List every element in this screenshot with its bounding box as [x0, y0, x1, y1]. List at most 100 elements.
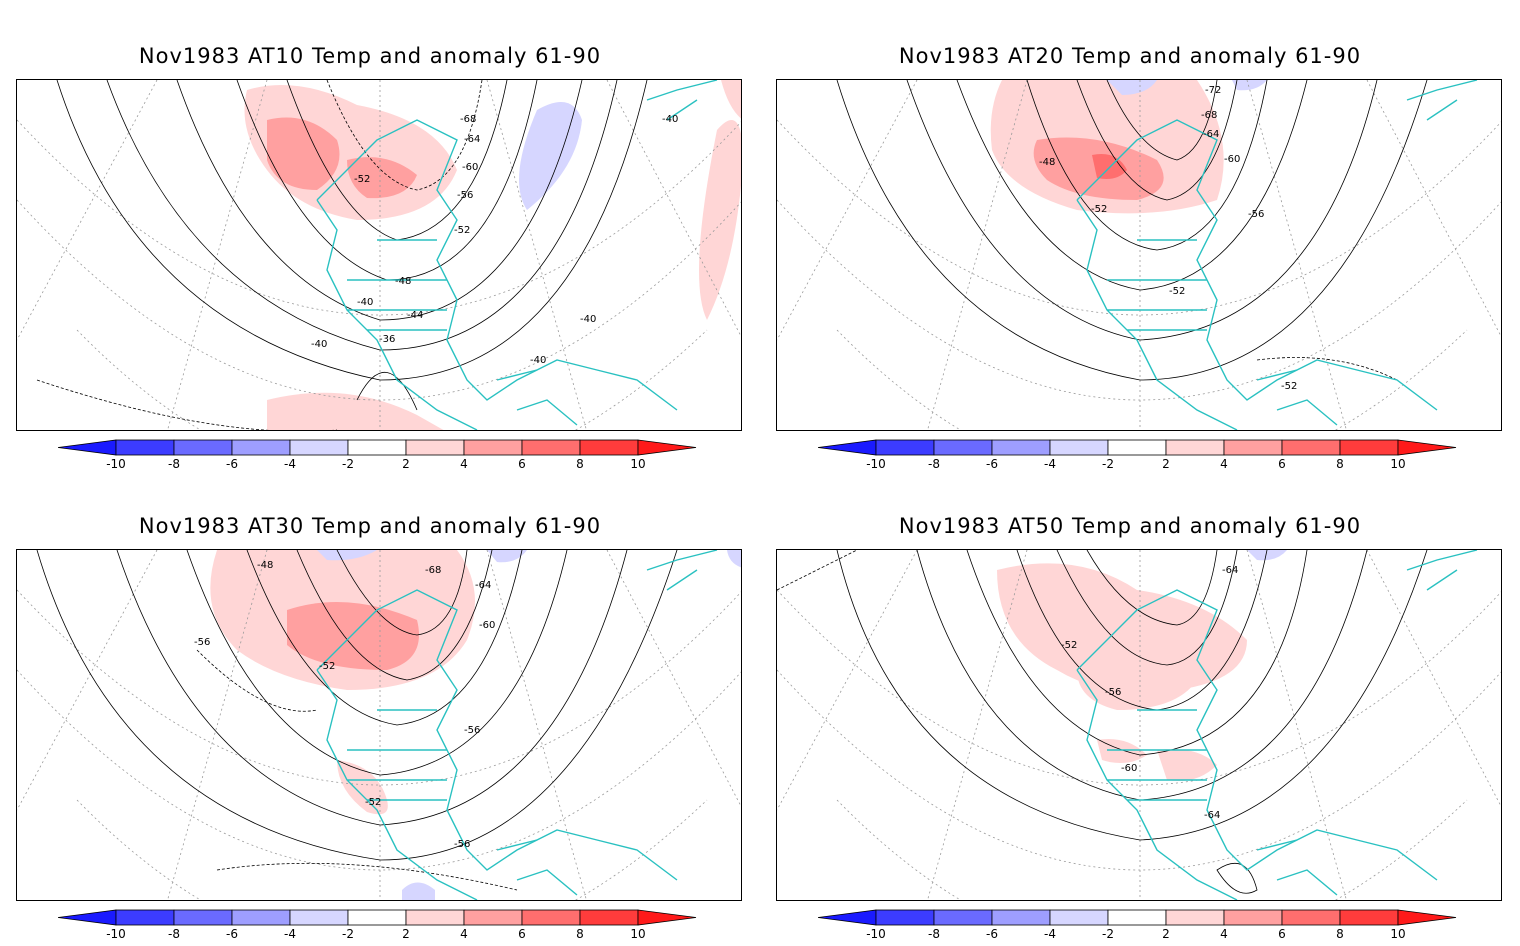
colorbar-segment [933, 439, 993, 456]
anomaly-positive-region [699, 120, 741, 320]
colorbar-segment [463, 909, 523, 926]
colorbar-segment [231, 439, 291, 456]
panel-title: Nov1983 AT50 Temp and anomaly 61-90 [898, 514, 1362, 538]
panel-title: Nov1983 AT10 Temp and anomaly 61-90 [138, 44, 602, 68]
colorbar-tick-label: -2 [1102, 927, 1114, 941]
panel-title: Nov1983 AT30 Temp and anomaly 61-90 [138, 514, 602, 538]
colorbar-segment [933, 909, 993, 926]
coastlines [1076, 550, 1478, 900]
colorbar-segment [1223, 909, 1283, 926]
colorbar-segment [1397, 439, 1457, 456]
colorbar-segment [875, 909, 935, 926]
colorbar-tick-label: 2 [1162, 457, 1170, 471]
contour-label: -64 [1204, 810, 1220, 821]
colorbar-segment [521, 909, 581, 926]
colorbar-segment [173, 909, 233, 926]
anomaly-positive-region [337, 760, 388, 815]
colorbar-segment [579, 439, 639, 456]
map-frame: -64 -52 -56 -60 -64 [776, 549, 1502, 901]
contour-label: -48 [257, 560, 273, 571]
colorbar-segment [405, 909, 465, 926]
colorbar-segment [1339, 909, 1399, 926]
contour-labels: -48 -68 -64 -60 -56 -52 -56 -52 -56 [194, 560, 495, 850]
anomaly-positive-region [347, 157, 417, 199]
colorbar-segment [57, 909, 117, 926]
colorbar-segment [1165, 439, 1225, 456]
panel-at20: Nov1983 AT20 Temp and anomaly 61-90 [760, 0, 1502, 471]
anomaly-negative-region [1247, 550, 1287, 561]
anomaly-negative-region [1232, 80, 1267, 91]
colorbar-tick-label: 10 [1390, 457, 1405, 471]
colorbar-segment [231, 909, 291, 926]
colorbar-tick-label: -8 [928, 927, 940, 941]
colorbar-tick-label: 10 [630, 457, 645, 471]
map-svg: -68 -64 -60 -56 -52 -52 -48 -44 -40 -40 … [17, 80, 741, 430]
colorbar-tick-label: -4 [284, 927, 296, 941]
colorbar-tick-label: -2 [342, 457, 354, 471]
colorbar-tick-label: 8 [1336, 927, 1344, 941]
contour-label: -64 [1203, 129, 1219, 140]
colorbar-tick-label: 6 [1278, 927, 1286, 941]
contour-label: -52 [1169, 286, 1185, 297]
colorbar-tick-label: 8 [576, 457, 584, 471]
colorbar-svg: -10 -8 -6 -4 -2 2 4 6 8 10 [57, 909, 697, 941]
colorbar-segment [817, 909, 877, 926]
colorbar-segment [463, 439, 523, 456]
contour-label: -68 [1201, 110, 1217, 121]
contour-label: -68 [460, 114, 476, 125]
colorbar-segment [405, 439, 465, 456]
grid-lines [17, 550, 741, 900]
contour-label: -40 [580, 314, 596, 325]
colorbar-segment [289, 439, 349, 456]
colorbar-tick-label: 2 [402, 457, 410, 471]
anomaly-positive-region [267, 117, 340, 190]
colorbar-segment [115, 909, 175, 926]
colorbar-tick-label: -8 [928, 457, 940, 471]
contour-label: -36 [379, 334, 395, 345]
anomaly-shading [997, 550, 1287, 781]
colorbar-tick-label: 4 [460, 457, 468, 471]
anomaly-shading [244, 80, 741, 430]
colorbar-tick-label: -2 [1102, 457, 1114, 471]
colorbar-tick-label: 10 [1390, 927, 1405, 941]
colorbar-segment [817, 439, 877, 456]
contour-label: -60 [462, 162, 478, 173]
colorbar-tick-label: -6 [986, 457, 998, 471]
colorbar-tick-label: -4 [284, 457, 296, 471]
temperature-contours [36, 80, 648, 430]
colorbar-segment [991, 439, 1051, 456]
contour-label: -52 [1281, 381, 1297, 392]
colorbar-tick-label: -6 [226, 927, 238, 941]
contour-label: -56 [464, 725, 480, 736]
anomaly-negative-region [727, 550, 741, 568]
colorbar-segment [637, 909, 697, 926]
colorbar-segment [115, 439, 175, 456]
anomaly-positive-region [1157, 749, 1217, 781]
colorbar: -10 -8 -6 -4 -2 2 4 6 8 10 [57, 908, 702, 942]
colorbar-segment [1223, 439, 1283, 456]
contour-label: -56 [457, 190, 473, 201]
contour-label: -68 [425, 565, 441, 576]
anomaly-positive-region [267, 392, 444, 430]
colorbar-svg: -10 -8 -6 -4 -2 2 4 6 8 10 [57, 439, 697, 471]
colorbar-segment [1339, 439, 1399, 456]
contour-label: -44 [407, 310, 423, 321]
colorbar-tick-label: -4 [1044, 457, 1056, 471]
anomaly-negative-region [519, 102, 582, 210]
contour-label: -48 [1039, 157, 1055, 168]
colorbar-segment [1049, 439, 1109, 456]
colorbar-segment [991, 909, 1051, 926]
contour-label: -64 [1222, 565, 1238, 576]
colorbar-tick-label: 8 [576, 927, 584, 941]
colorbar-segment [57, 439, 117, 456]
anomaly-negative-region [487, 550, 527, 563]
contour-label: -40 [662, 114, 678, 125]
contour-label: -52 [1091, 204, 1107, 215]
contour-label: -72 [1205, 85, 1221, 96]
contour-label: -60 [479, 620, 495, 631]
colorbar: -10 -8 -6 -4 -2 2 4 6 8 10 [817, 908, 1462, 942]
colorbar-segment [347, 909, 407, 926]
colorbar-segment [1281, 439, 1341, 456]
colorbar-tick-label: -6 [226, 457, 238, 471]
colorbar-segment [1107, 909, 1167, 926]
